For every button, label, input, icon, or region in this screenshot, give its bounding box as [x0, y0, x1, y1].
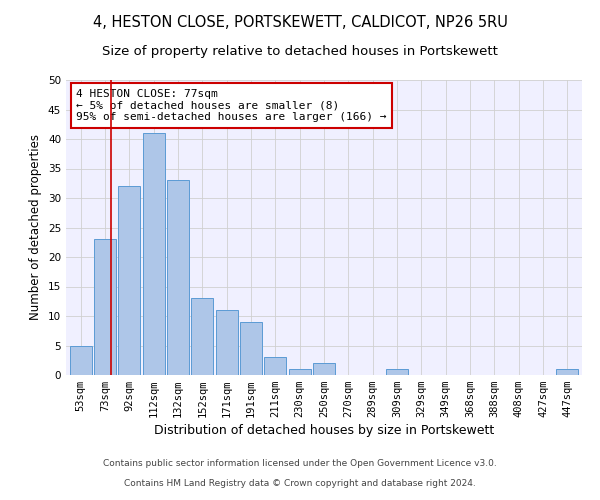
Bar [289, 369, 311, 375]
Bar [118, 186, 140, 375]
X-axis label: Distribution of detached houses by size in Portskewett: Distribution of detached houses by size … [154, 424, 494, 438]
Bar [313, 363, 335, 375]
Text: 4 HESTON CLOSE: 77sqm
← 5% of detached houses are smaller (8)
95% of semi-detach: 4 HESTON CLOSE: 77sqm ← 5% of detached h… [76, 89, 387, 122]
Y-axis label: Number of detached properties: Number of detached properties [29, 134, 43, 320]
Text: Contains HM Land Registry data © Crown copyright and database right 2024.: Contains HM Land Registry data © Crown c… [124, 478, 476, 488]
Bar [386, 369, 408, 375]
Bar [167, 180, 189, 375]
Text: Size of property relative to detached houses in Portskewett: Size of property relative to detached ho… [102, 45, 498, 58]
Bar [265, 358, 286, 375]
Text: Contains public sector information licensed under the Open Government Licence v3: Contains public sector information licen… [103, 458, 497, 468]
Bar [70, 346, 92, 375]
Text: 4, HESTON CLOSE, PORTSKEWETT, CALDICOT, NP26 5RU: 4, HESTON CLOSE, PORTSKEWETT, CALDICOT, … [92, 15, 508, 30]
Bar [556, 369, 578, 375]
Bar [240, 322, 262, 375]
Bar [215, 310, 238, 375]
Bar [143, 133, 164, 375]
Bar [94, 240, 116, 375]
Bar [191, 298, 213, 375]
